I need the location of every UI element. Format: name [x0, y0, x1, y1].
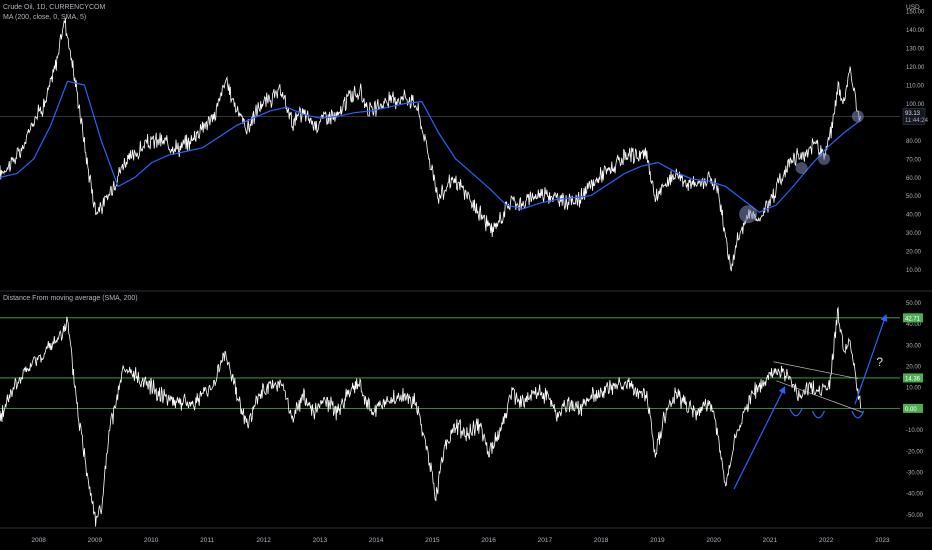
time-tick-label: 2021: [763, 537, 778, 544]
symbol-legend[interactable]: Crude Oil, 1D, CURRENCYCOM: [3, 4, 106, 11]
indicator-tick-label: 20.00: [906, 364, 922, 370]
last-price-value: 93.13: [905, 111, 921, 117]
time-tick-label: 2012: [256, 537, 271, 544]
ma-touch-marker: [818, 152, 831, 165]
price-tick-label: 60.00: [906, 176, 922, 182]
time-axis[interactable]: 2008 2009 2010 2011 2012 2013 2014 2015 2016 2017…: [0, 527, 932, 544]
last-price-tag: [902, 108, 926, 125]
indicator-tick-label: -30.00: [906, 470, 924, 476]
price-tick-label: 20.00: [906, 250, 922, 256]
time-tick-label: 2011: [200, 537, 214, 544]
ma-touch-marker: [851, 110, 864, 123]
uptrend-arrow-2020: [733, 386, 786, 490]
price-pane[interactable]: [0, 18, 932, 292]
time-tick-label: 2017: [538, 537, 553, 544]
support-bounce-arc: [851, 410, 865, 419]
level-tag-value-upper: 42.71: [905, 316, 921, 322]
time-tick-label: 2010: [144, 537, 159, 544]
price-tick-label: 120.00: [906, 65, 925, 71]
indicator-tick-label: -20.00: [906, 449, 924, 455]
indicator-axis[interactable]: -50.00 -40.00 -30.00 -20.00 -10.00 10.00 20.00…: [903, 301, 924, 519]
indicator-tick-label: 30.00: [906, 343, 922, 349]
support-bounce-arc: [811, 410, 825, 419]
level-tag-middle: [903, 373, 923, 383]
price-tick-label: 50.00: [906, 194, 922, 200]
price-tick-label: 140.00: [906, 28, 925, 34]
indicator-tick-label: -50.00: [906, 513, 924, 519]
channel-lower-line: [776, 380, 864, 413]
annotations: ?: [733, 110, 888, 490]
price-tick-label: 40.00: [906, 213, 922, 219]
ma-legend[interactable]: MA (200, close, 0, SMA, 5): [3, 14, 87, 21]
ma-series-line: [0, 80, 861, 213]
time-tick-label: 2015: [425, 537, 440, 544]
price-tick-label: 100.00: [906, 102, 925, 108]
price-tick-label: 80.00: [906, 139, 922, 145]
time-tick-label: 2016: [481, 537, 496, 544]
indicator-tick-label: 50.00: [906, 301, 922, 307]
ma-touch-marker: [739, 205, 758, 224]
price-tick-label: 70.00: [906, 157, 922, 163]
indicator-tick-label: 10.00: [906, 386, 922, 392]
indicator-tick-label: -10.00: [906, 428, 924, 434]
last-price-time: 11:44:24: [905, 118, 929, 124]
time-tick-label: 2018: [594, 537, 609, 544]
time-tick-label: 2009: [88, 537, 103, 544]
indicator-tick-label: 40.00: [906, 322, 922, 328]
price-axis[interactable]: USD 10.00 20.00 30.00 40.00 50.00 60.00 70.00 80…: [902, 4, 929, 274]
indicator-series-line: [0, 306, 861, 527]
price-tick-label: 130.00: [906, 47, 925, 53]
price-axis-currency: USD: [906, 4, 920, 11]
price-tick-label: 150.00: [906, 10, 925, 16]
price-tick-label: 30.00: [906, 231, 922, 237]
indicator-tick-label: -40.00: [906, 492, 924, 498]
time-tick-label: 2023: [875, 537, 890, 544]
time-tick-label: 2008: [31, 537, 46, 544]
time-tick-label: 2014: [369, 537, 384, 544]
price-series-line: [0, 18, 861, 272]
indicator-pane[interactable]: [0, 306, 900, 527]
price-tick-label: 110.00: [906, 84, 925, 90]
indicator-legend[interactable]: Distance From moving average (SMA, 200): [3, 295, 138, 302]
ma-touch-marker: [795, 162, 808, 175]
level-tag-value-zero: 0.00: [905, 407, 917, 413]
level-tag-value-middle: 14.36: [905, 376, 921, 382]
time-tick-label: 2020: [706, 537, 721, 544]
support-bounce-arc: [789, 408, 803, 417]
projection-arrow: [854, 313, 888, 405]
price-tick-label: 10.00: [906, 268, 922, 274]
level-tag-upper: [903, 313, 923, 323]
question-mark-annotation: ?: [876, 355, 883, 369]
level-tag-zero: [903, 403, 923, 413]
time-tick-label: 2013: [313, 537, 328, 544]
time-tick-label: 2019: [650, 537, 665, 544]
time-tick-label: 2022: [819, 537, 834, 544]
channel-upper-line: [773, 361, 858, 380]
